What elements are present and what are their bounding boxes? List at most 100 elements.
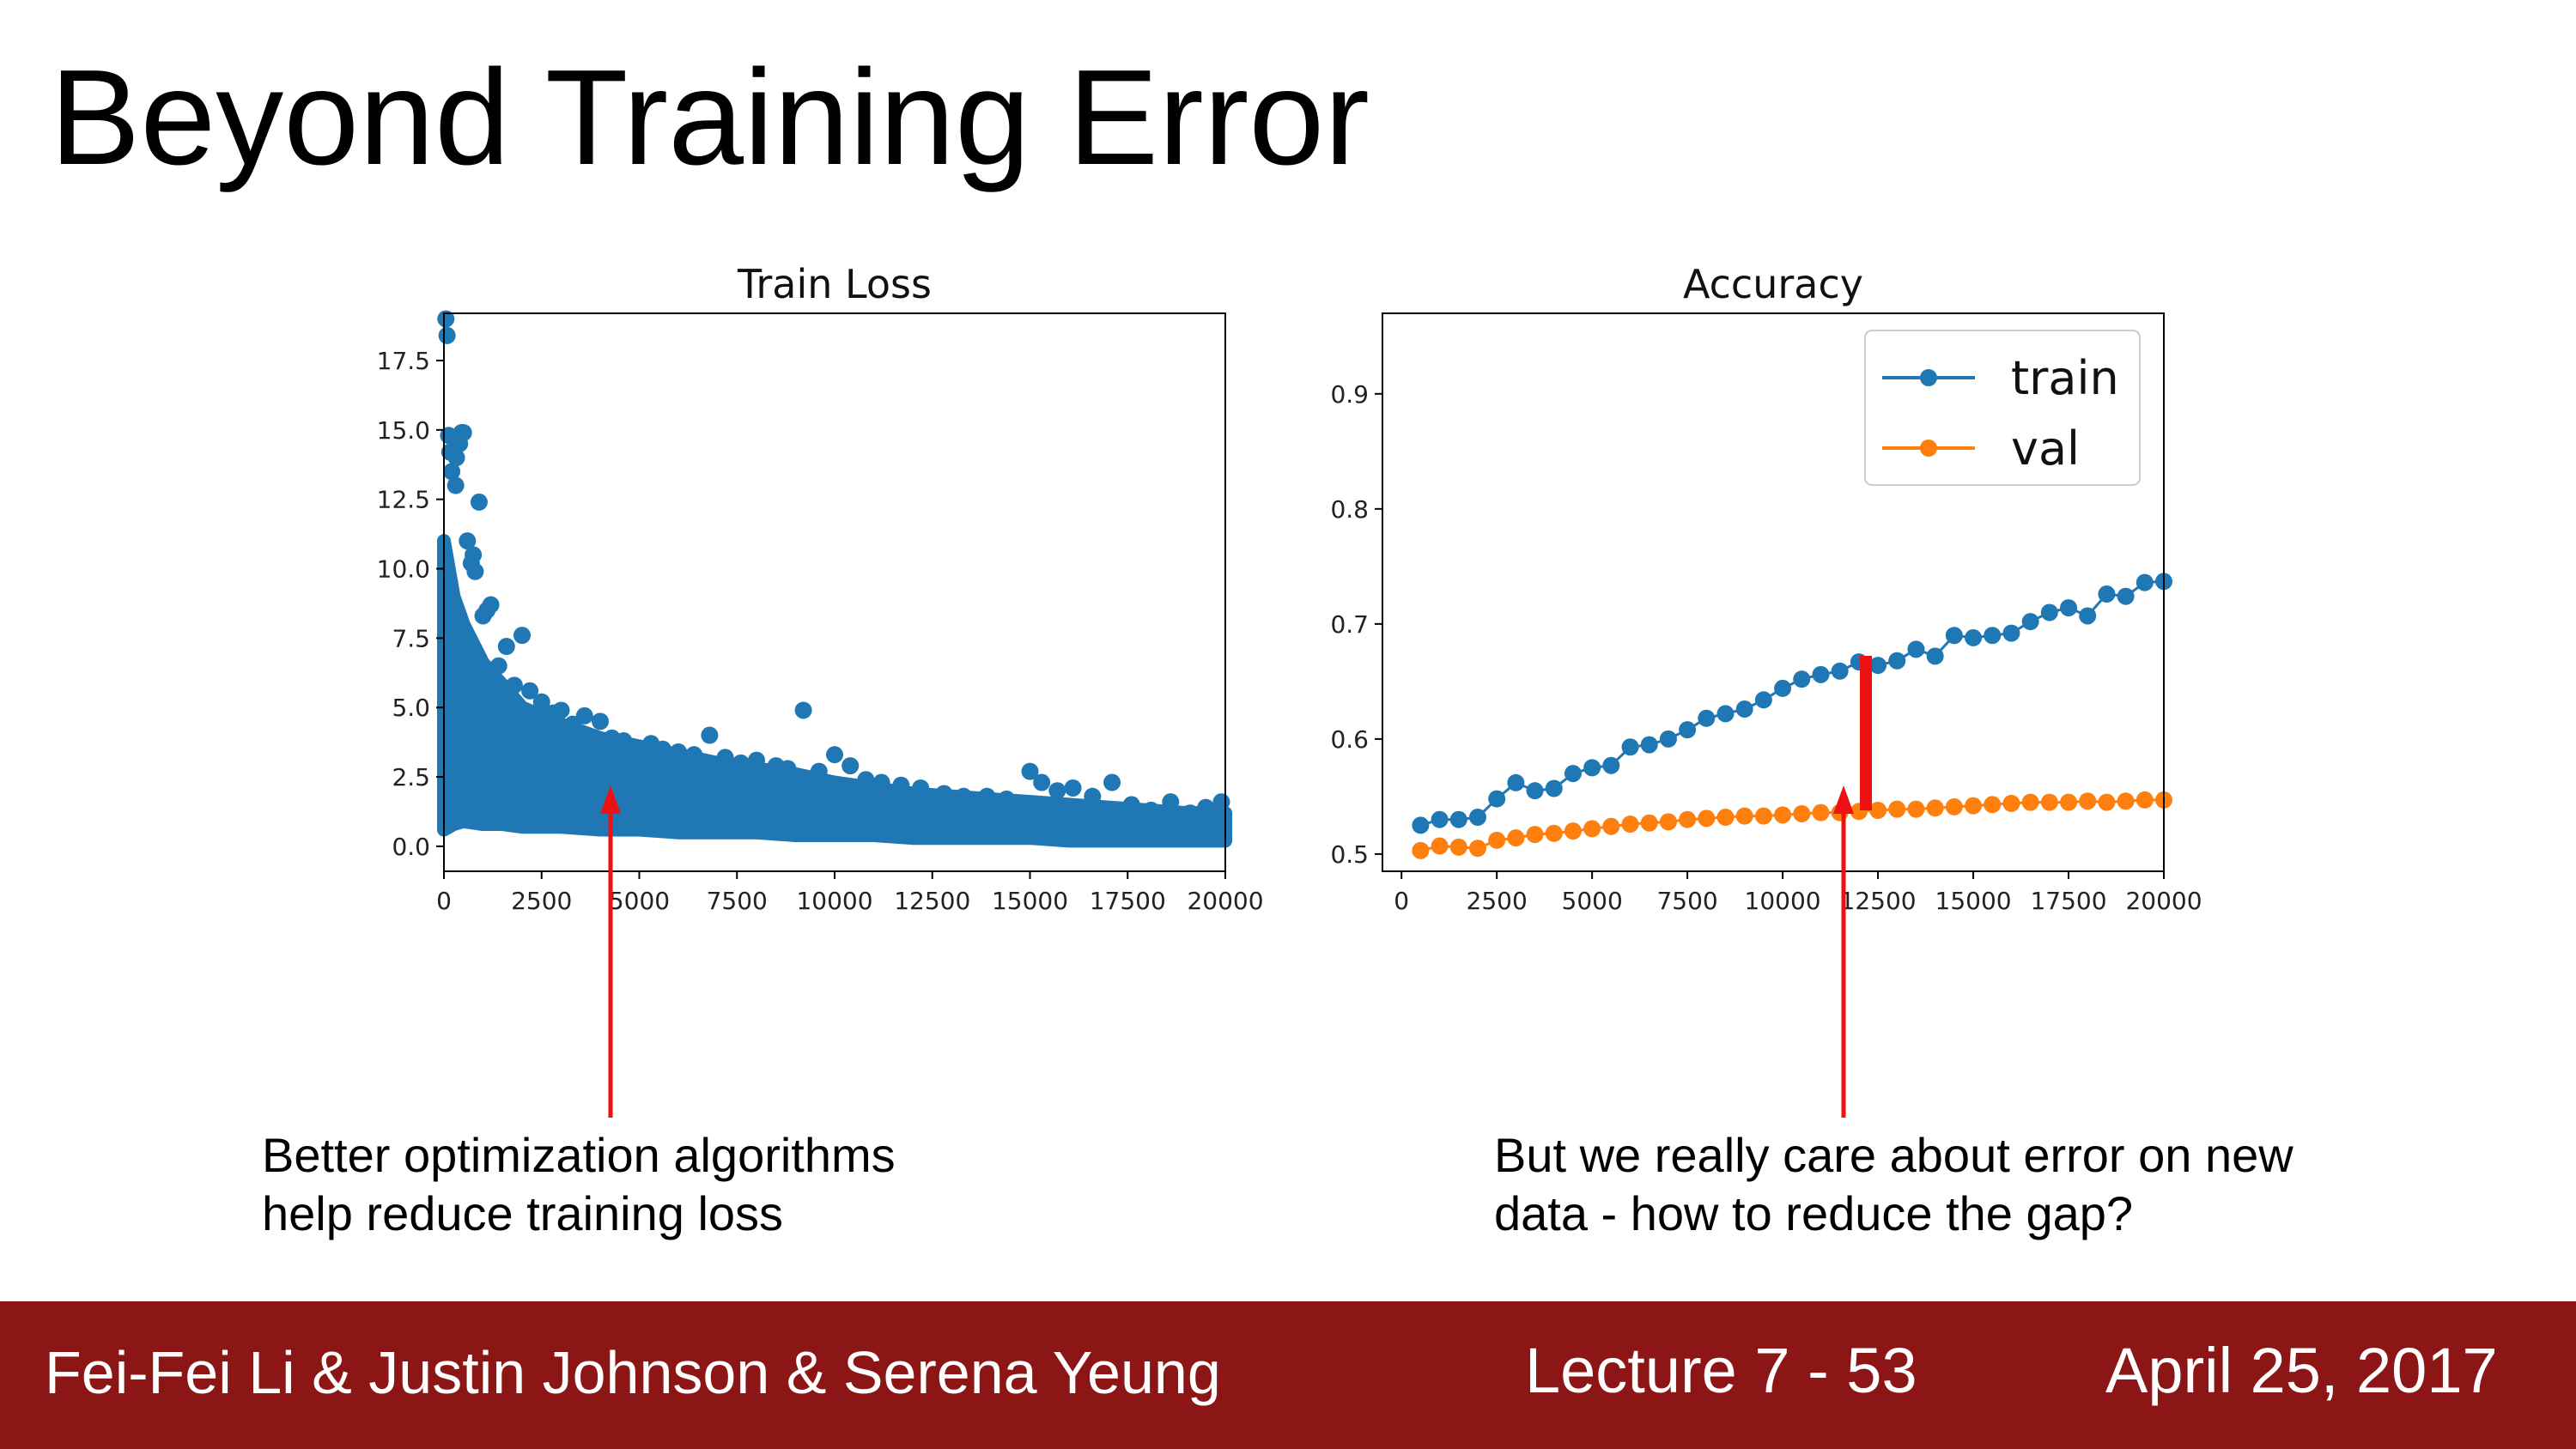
point-val [1850,803,1868,821]
loss-point [670,743,687,761]
point-train [1698,709,1716,727]
point-val [1640,814,1658,832]
loss-points-dense-band [437,534,1232,848]
loss-point [1162,793,1180,811]
y-tick-label: 0.8 [1330,495,1369,524]
loss-point [955,787,973,805]
point-val [1431,837,1449,855]
x-tick-label: 5000 [609,887,670,915]
y-tick-label: 17.5 [377,347,430,375]
loss-point [857,771,875,789]
loss-point [438,326,456,344]
loss-point [466,562,484,580]
point-train [1888,652,1906,670]
point-train [1602,756,1620,774]
loss-point [653,740,671,758]
caption-generalization-gap: But we really care about error on new da… [1494,1126,2293,1243]
point-val [1984,796,2002,814]
point-train [1659,730,1677,748]
accuracy-chart: Accuracy 0 2500 5000 7500 10000 12500 15000 1750… [1330,261,2202,915]
point-train [1850,653,1868,671]
point-train [1468,809,1486,827]
point-train [1754,691,1772,709]
loss-point [443,463,461,481]
loss-point [482,596,500,614]
x-tick-label: 20000 [1187,887,1263,915]
x-tick-label: 12500 [894,887,970,915]
point-train [2117,587,2135,605]
point-val [1812,803,1830,822]
point-train [1926,647,1944,665]
point-val [2002,794,2020,812]
x-tick-label: 15000 [1935,887,2012,915]
loss-point [1122,796,1140,814]
loss-point [810,762,828,780]
loss-point [998,790,1016,808]
caption-gap-line-2: data - how to reduce the gap? [1494,1186,2134,1240]
point-val [1468,840,1486,858]
point-val [2060,793,2078,811]
x-tick-label: 12500 [1840,887,1917,915]
loss-point [732,754,750,772]
point-val [1793,804,1811,822]
point-val [1564,822,1582,840]
loss-point [497,638,515,656]
point-train [1984,627,2002,645]
point-val [1831,803,1849,822]
point-train [1431,810,1449,828]
point-train [1774,679,1792,697]
x-tick-label: 17500 [1090,887,1166,915]
point-train [1869,657,1887,675]
footer-lecture-number: Lecture 7 - 53 [1525,1335,1917,1406]
loss-point [841,757,860,775]
point-val [2079,792,2097,810]
x-tick-label: 10000 [1745,887,1821,915]
loss-point [1197,798,1215,816]
loss-point [1021,762,1039,780]
y-tick-label: 2.5 [392,763,430,791]
point-train [2021,613,2039,631]
loss-point [935,785,953,803]
point-val [1621,815,1639,834]
x-tick-label: 5000 [1562,887,1623,915]
point-val [1507,829,1525,847]
point-train [1735,700,1753,718]
point-val [1583,820,1601,838]
loss-point [779,760,797,778]
y-tick-label: 5.0 [392,694,430,722]
series-line-train [1419,579,2165,827]
point-val [2117,792,2135,810]
point-train [1412,816,1430,834]
point-val [1602,817,1620,835]
y-tick-label: 0.5 [1330,840,1369,869]
x-tick-label: 10000 [796,887,872,915]
legend-marker-val [1920,440,1937,457]
loss-point [1064,779,1082,797]
point-train [2079,607,2097,625]
x-tick-label: 7500 [707,887,768,915]
loss-point [1048,782,1066,800]
point-val [1526,826,1544,844]
chart-title: Accuracy [1683,261,1863,307]
point-val [1926,799,1944,817]
footer-authors: Fei-Fei Li & Justin Johnson & Serena Yeu… [45,1339,1221,1406]
loss-point [1084,787,1102,805]
loss-point [1212,793,1230,811]
loss-point [489,657,507,675]
point-val [1869,801,1887,819]
loss-point [716,749,734,767]
x-tick-label: 7500 [1656,887,1717,915]
footer-bar: Fei-Fei Li & Justin Johnson & Serena Yeu… [0,1301,2576,1449]
loss-point [513,627,531,645]
y-tick-label: 12.5 [377,486,430,514]
legend-label-train: train [2011,351,2119,405]
point-train [1907,640,1925,658]
train-loss-chart: Train Loss 0 2500 5000 7500 10000 12500 15000 17… [377,261,1264,915]
loss-point [701,726,719,744]
y-tick-label: 0.9 [1330,380,1369,409]
loss-point [454,424,472,442]
point-val [1774,806,1792,824]
point-train [2002,624,2020,642]
y-tick-label: 0.7 [1330,610,1369,639]
point-train [1945,627,1963,645]
